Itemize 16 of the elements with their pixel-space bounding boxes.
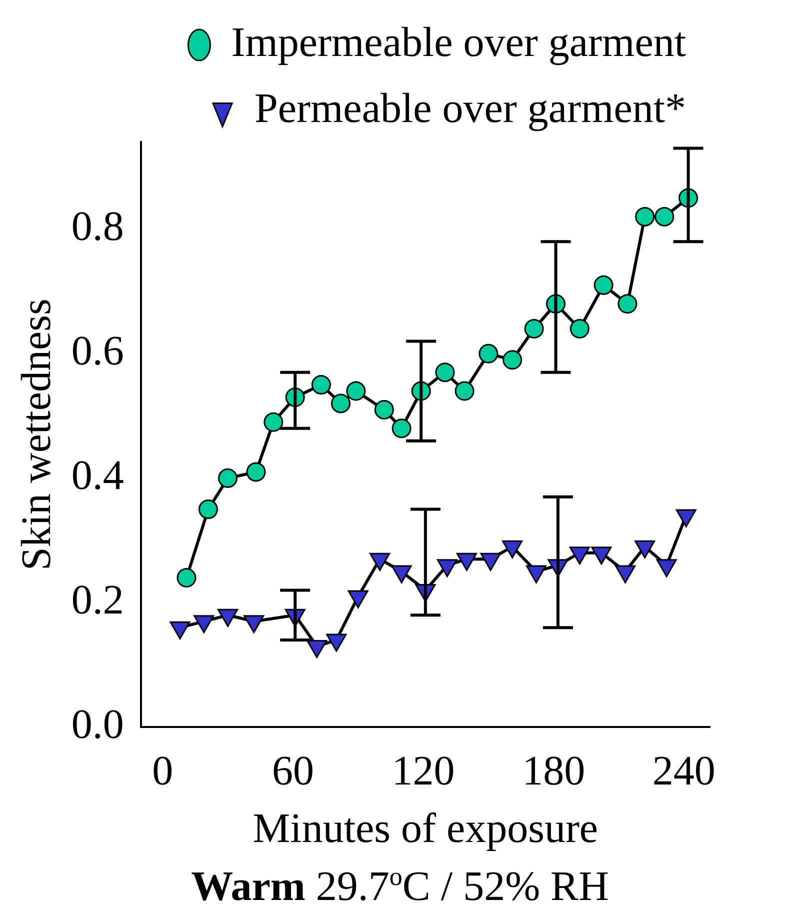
y-tick-label: 0.6 [71, 328, 124, 375]
x-tick-label: 60 [272, 748, 314, 794]
x-tick-label: 120 [392, 748, 455, 794]
x-tick-label: 0 [152, 748, 174, 794]
legend-label: Permeable over garment* [254, 86, 686, 132]
text: Warm [191, 864, 306, 910]
y-axis-title: Skin wettedness [14, 298, 60, 571]
text: 29.7$^{o}$C / 52% RH [316, 862, 609, 910]
x-axis-title: Minutes of exposure [252, 806, 598, 852]
y-tick-label: 0.2 [71, 578, 124, 624]
legend-label: Impermeable over garment [231, 20, 686, 66]
x-tick-label: 180 [522, 748, 586, 794]
x-tick-label: 240 [652, 748, 716, 794]
y-tick-label: 0.8 [71, 204, 124, 250]
y-tick-label: 0.0 [71, 702, 124, 748]
y-tick-label: 0.4 [71, 453, 124, 500]
